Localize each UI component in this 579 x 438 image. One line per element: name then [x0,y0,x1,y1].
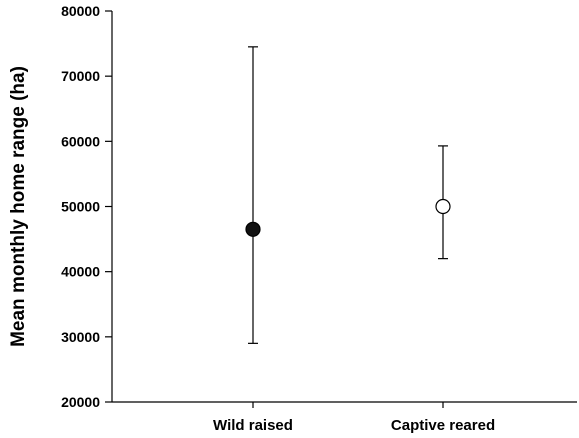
y-tick-label: 20000 [61,394,100,410]
x-category-label: Captive reared [391,417,495,434]
y-tick-label: 80000 [61,3,100,19]
y-tick-label: 60000 [61,133,100,149]
y-axis-title: Mean monthly home range (ha) [8,66,29,347]
y-tick-label: 40000 [61,264,100,280]
x-category-label: Wild raised [213,417,293,434]
y-tick-label: 50000 [61,199,100,215]
mean-marker-filled [245,221,261,237]
y-tick-label: 30000 [61,329,100,345]
x-axis-labels: Wild raised Captive reared [213,402,495,434]
data-points [245,46,451,344]
y-tick-label: 70000 [61,68,100,84]
mean-marker-open [435,198,451,215]
y-axis-ticks: 20000 30000 40000 50000 60000 70000 80000 [61,3,112,410]
